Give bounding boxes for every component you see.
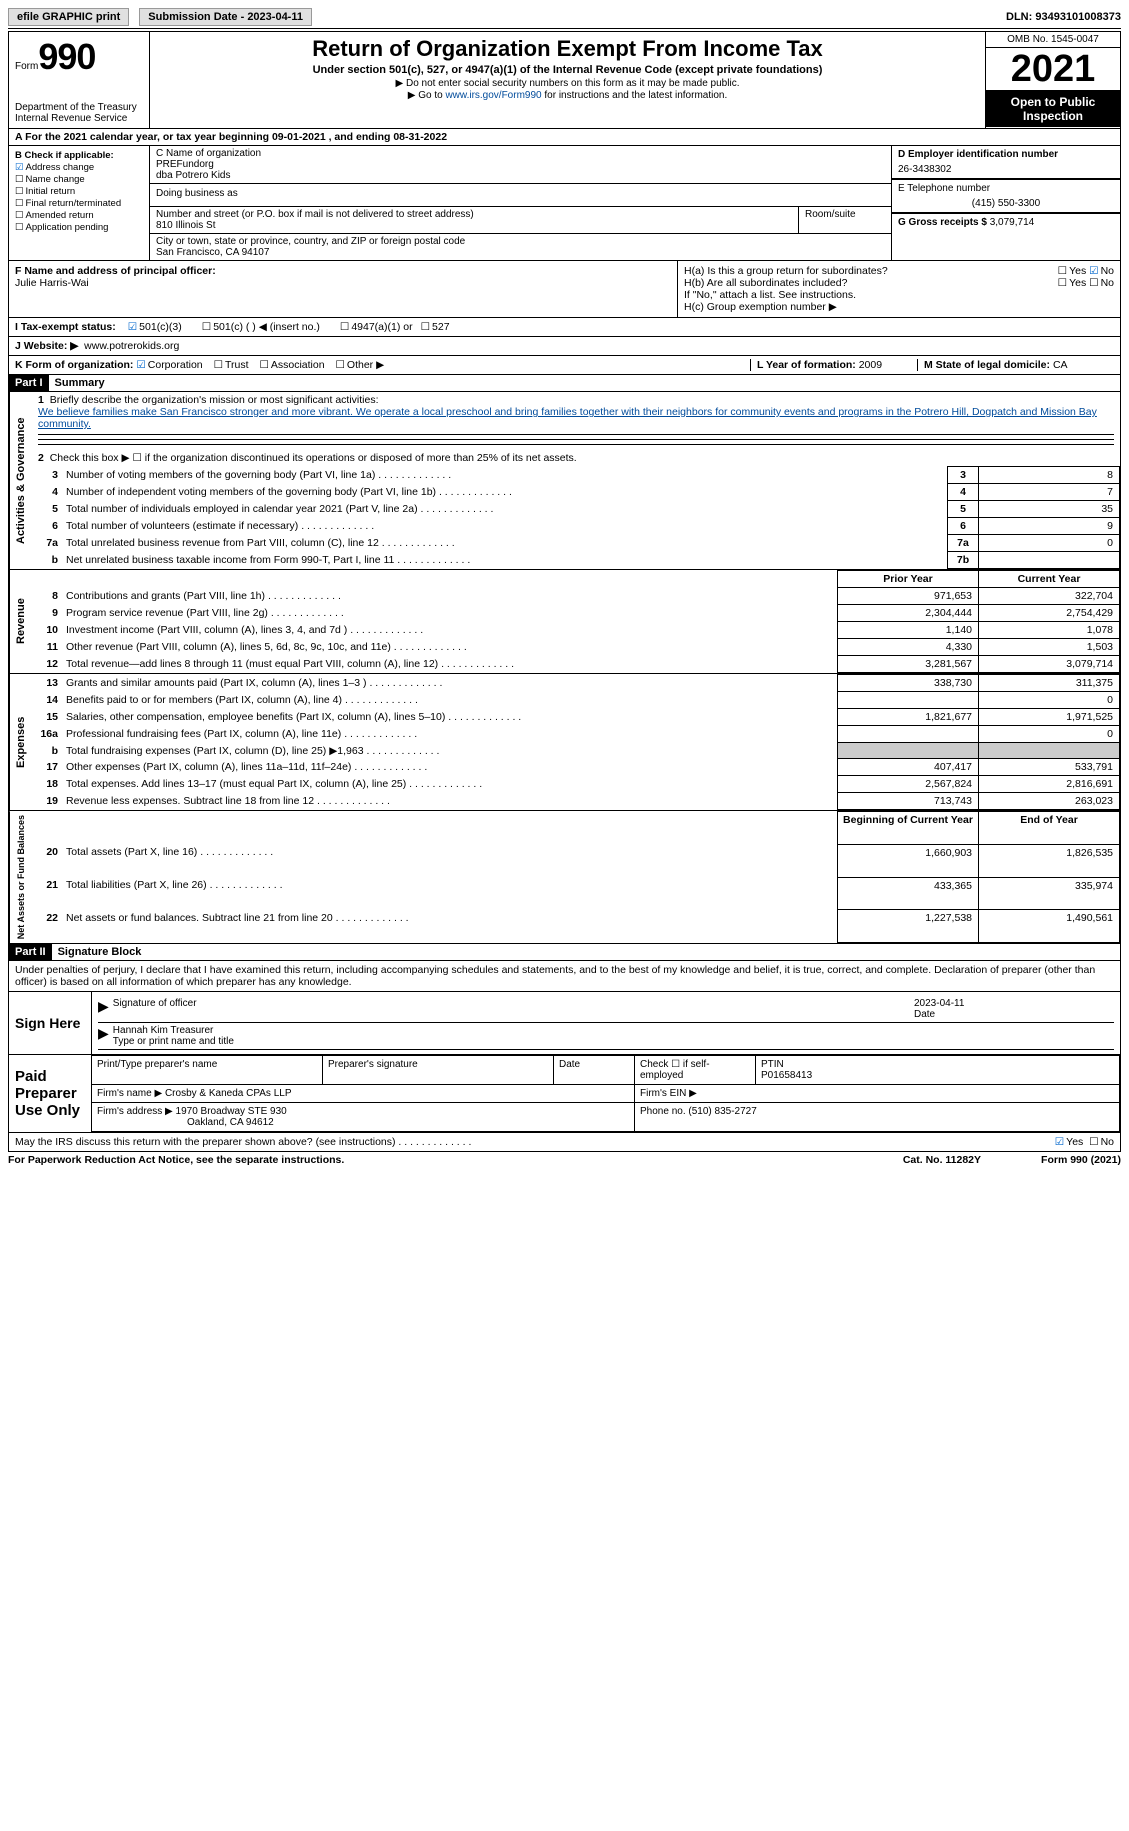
dept-treasury: Department of the Treasury Internal Reve…: [15, 102, 143, 124]
discuss-yes[interactable]: Yes: [1055, 1136, 1084, 1148]
part2-header: Part II Signature Block: [8, 944, 1121, 961]
tax-exempt-status: I Tax-exempt status: 501(c)(3) 501(c) ( …: [8, 318, 1121, 337]
sign-here-label: Sign Here: [9, 992, 91, 1054]
tax-year: 2021: [986, 48, 1120, 91]
signature-block: Under penalties of perjury, I declare th…: [8, 961, 1121, 1152]
street-box: Number and street (or P.O. box if mail i…: [150, 207, 799, 233]
check-initial-return[interactable]: Initial return: [15, 186, 143, 197]
check-app-pending[interactable]: Application pending: [15, 222, 143, 233]
form-header: Form990 Department of the Treasury Inter…: [8, 31, 1121, 129]
irs-link[interactable]: www.irs.gov/Form990: [445, 90, 541, 101]
note-link: ▶ Go to www.irs.gov/Form990 for instruct…: [158, 90, 977, 101]
check-address-change[interactable]: Address change: [15, 162, 143, 173]
gross-receipts: G Gross receipts $ 3,079,714: [892, 213, 1120, 231]
part1-body: Activities & Governance 1 Briefly descri…: [8, 392, 1121, 570]
check-other[interactable]: Other ▶: [335, 359, 384, 371]
form-subtitle: Under section 501(c), 527, or 4947(a)(1)…: [158, 64, 977, 76]
form-of-org-row: K Form of organization: Corporation Trus…: [8, 356, 1121, 375]
form-number: Form990: [15, 36, 143, 78]
check-final-return[interactable]: Final return/terminated: [15, 198, 143, 209]
mission-text: We believe families make San Francisco s…: [38, 406, 1097, 430]
part1-header: Part I Summary: [8, 375, 1121, 392]
side-activities-gov: Activities & Governance: [9, 392, 32, 569]
row-a-tax-year: A For the 2021 calendar year, or tax yea…: [8, 129, 1121, 146]
omb-number: OMB No. 1545-0047: [986, 32, 1120, 48]
phone-box: E Telephone number (415) 550-3300: [892, 179, 1120, 213]
check-corp[interactable]: Corporation: [136, 359, 202, 371]
dln: DLN: 93493101008373: [1006, 11, 1121, 23]
discuss-row: May the IRS discuss this return with the…: [9, 1132, 1120, 1151]
check-501c3[interactable]: 501(c)(3): [128, 321, 182, 333]
top-bar: efile GRAPHIC print Submission Date - 20…: [8, 8, 1121, 29]
org-info-section: B Check if applicable: Address change Na…: [8, 146, 1121, 261]
website-row: J Website: ▶ www.potrerokids.org: [8, 337, 1121, 356]
side-net-assets: Net Assets or Fund Balances: [9, 811, 32, 943]
box-b-checkboxes: B Check if applicable: Address change Na…: [9, 146, 150, 260]
discuss-no[interactable]: No: [1089, 1136, 1114, 1148]
note-ssn: ▶ Do not enter social security numbers o…: [158, 78, 977, 89]
check-501c[interactable]: 501(c) ( ) ◀ (insert no.): [202, 321, 320, 333]
open-inspection: Open to Public Inspection: [986, 91, 1120, 127]
city-box: City or town, state or province, country…: [150, 234, 891, 260]
side-revenue: Revenue: [9, 570, 32, 673]
check-4947[interactable]: 4947(a)(1) or: [340, 321, 413, 333]
org-name-box: C Name of organization PREFundorg dba Po…: [149, 145, 892, 184]
side-expenses: Expenses: [9, 674, 32, 810]
officer-group-section: F Name and address of principal officer:…: [8, 261, 1121, 318]
dba-box: Doing business as: [150, 186, 891, 207]
room-suite: Room/suite: [799, 207, 891, 233]
check-trust[interactable]: Trust: [214, 359, 249, 371]
form-title: Return of Organization Exempt From Incom…: [158, 36, 977, 62]
check-amended[interactable]: Amended return: [15, 210, 143, 221]
ein-box: D Employer identification number 26-3438…: [892, 146, 1120, 179]
check-527[interactable]: 527: [421, 321, 450, 333]
part1-netassets: Net Assets or Fund Balances Beginning of…: [8, 811, 1121, 944]
part1-expenses: Expenses 13Grants and similar amounts pa…: [8, 674, 1121, 811]
paid-preparer-label: Paid Preparer Use Only: [9, 1055, 91, 1132]
submission-date: Submission Date - 2023-04-11: [139, 8, 312, 26]
efile-print-button[interactable]: efile GRAPHIC print: [8, 8, 129, 26]
part1-revenue: Revenue Prior YearCurrent Year8Contribut…: [8, 570, 1121, 674]
page-footer: For Paperwork Reduction Act Notice, see …: [8, 1152, 1121, 1168]
check-assoc[interactable]: Association: [259, 359, 324, 371]
check-name-change[interactable]: Name change: [15, 174, 143, 185]
preparer-table: Print/Type preparer's name Preparer's si…: [91, 1055, 1120, 1132]
group-return-hb: H(b) Are all subordinates included? Yes …: [684, 277, 1114, 289]
group-return-ha: H(a) Is this a group return for subordin…: [684, 265, 1114, 277]
